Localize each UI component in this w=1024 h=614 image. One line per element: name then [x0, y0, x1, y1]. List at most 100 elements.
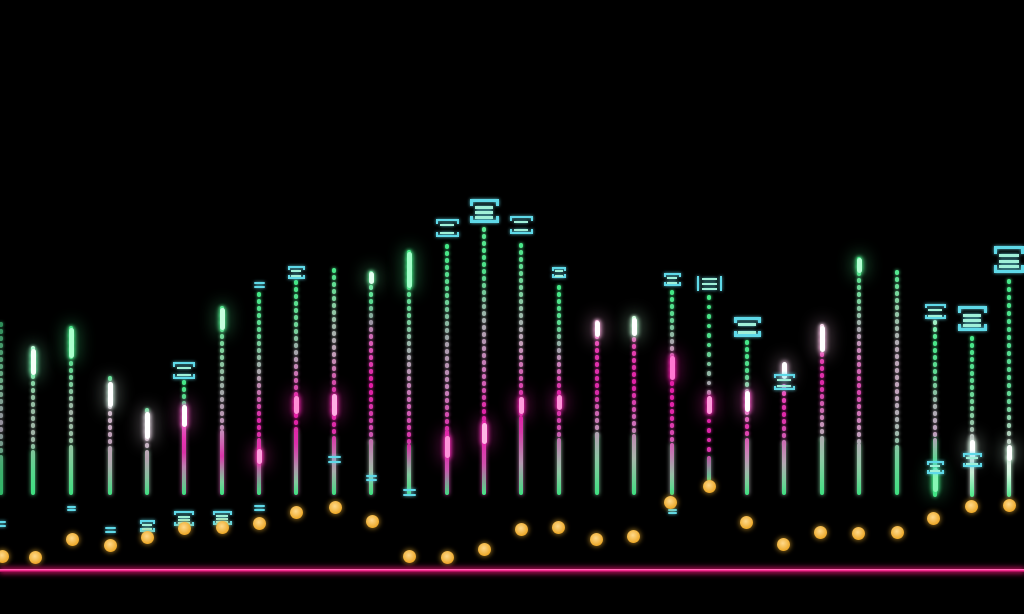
- column-dot: [481, 234, 487, 239]
- column-dot: [932, 390, 938, 395]
- column-dot: [518, 376, 524, 381]
- peak-marker-part: [719, 276, 722, 291]
- column-dot: [481, 227, 487, 232]
- peak-marker-part: [509, 216, 533, 221]
- column-dot: [819, 380, 825, 385]
- wave-dot: [440, 550, 454, 564]
- column-dot: [68, 431, 74, 436]
- column-dot: [556, 376, 562, 381]
- column-dot: [556, 383, 562, 388]
- column-dot: [594, 355, 600, 360]
- peak-marker-part: [365, 479, 377, 481]
- peak-marker-icon: [926, 461, 944, 474]
- column-dot: [0, 392, 4, 397]
- column-dot: [518, 327, 524, 332]
- column-dot: [1006, 407, 1012, 412]
- column-dot: [932, 341, 938, 346]
- column-dot: [219, 425, 225, 430]
- column-dot: [706, 447, 712, 452]
- peak-marker-part: [435, 232, 459, 237]
- column-dot: [594, 341, 600, 346]
- column-dot: [894, 375, 900, 380]
- column-dot: [518, 383, 524, 388]
- column-dot: [894, 403, 900, 408]
- peak-marker-icon: [253, 282, 265, 291]
- wave-dot: [551, 520, 565, 534]
- peak-marker-icon: [962, 453, 982, 467]
- column-dot: [706, 323, 712, 329]
- column-dot: [744, 340, 750, 345]
- column-dot: [631, 351, 637, 356]
- column-dot: [518, 278, 524, 283]
- column-dot: [444, 426, 450, 431]
- peak-marker-part: [777, 379, 791, 381]
- column-solid-segment: [0, 455, 3, 495]
- peak-marker-part: [663, 282, 681, 286]
- column-dot: [368, 341, 374, 346]
- column-dot: [894, 361, 900, 366]
- column-dot: [518, 334, 524, 339]
- column-dot: [631, 365, 637, 370]
- peak-marker-part: [552, 267, 566, 271]
- peak-marker-part: [928, 315, 942, 317]
- column-dot: [331, 282, 337, 287]
- column-dot: [368, 390, 374, 395]
- column-dot: [894, 277, 900, 282]
- column-dot: [481, 283, 487, 288]
- column-dot: [1006, 359, 1012, 364]
- column-solid-segment: [933, 438, 937, 497]
- column-dot: [256, 292, 262, 297]
- column-dot: [969, 406, 975, 411]
- column-dot: [856, 313, 862, 318]
- peak-marker-part: [965, 463, 979, 465]
- column-dot: [481, 360, 487, 365]
- column-dot: [744, 354, 750, 359]
- column-dot: [481, 381, 487, 386]
- column-dot: [932, 320, 938, 325]
- column-dot: [368, 404, 374, 409]
- column-dot: [669, 311, 675, 316]
- peak-marker-icon: [924, 304, 946, 319]
- glow-capsule: [444, 436, 450, 458]
- wave-dot: [328, 500, 342, 514]
- column-dot: [331, 422, 337, 427]
- peak-marker-icon: [104, 527, 116, 536]
- column-dot: [781, 412, 787, 417]
- peak-marker-part: [928, 309, 942, 311]
- column-dot: [256, 418, 262, 423]
- wave-dot: [477, 542, 491, 556]
- column-dot: [368, 313, 374, 318]
- wave-dot: [402, 549, 416, 563]
- column-dot: [68, 396, 74, 401]
- column-dot: [1006, 399, 1012, 404]
- column-dot: [368, 306, 374, 311]
- column-dot: [0, 336, 4, 341]
- column-dot: [406, 418, 412, 423]
- column-dot: [706, 304, 712, 310]
- column-dot: [706, 380, 712, 386]
- column-dot: [30, 423, 36, 428]
- column-dot: [444, 349, 450, 354]
- column-dot: [0, 441, 4, 446]
- column-solid-segment: [294, 430, 298, 495]
- column-dot: [30, 381, 36, 386]
- column-dot: [256, 362, 262, 367]
- glow-capsule: [932, 468, 938, 492]
- glow-capsule: [819, 326, 825, 352]
- column-dot: [1006, 279, 1012, 284]
- column-solid-segment: [745, 438, 749, 495]
- wave-dot: [626, 529, 640, 543]
- column-solid-segment: [369, 440, 373, 495]
- column-dot: [481, 395, 487, 400]
- column-dot: [706, 390, 712, 395]
- column-dot: [107, 418, 113, 423]
- column-dot: [0, 357, 4, 362]
- column-dot: [894, 305, 900, 310]
- column-dot: [219, 355, 225, 360]
- peak-marker-part: [773, 374, 795, 378]
- column-dot: [256, 397, 262, 402]
- column-dot: [856, 271, 862, 276]
- column-solid-segment: [257, 438, 261, 495]
- column-dot: [932, 355, 938, 360]
